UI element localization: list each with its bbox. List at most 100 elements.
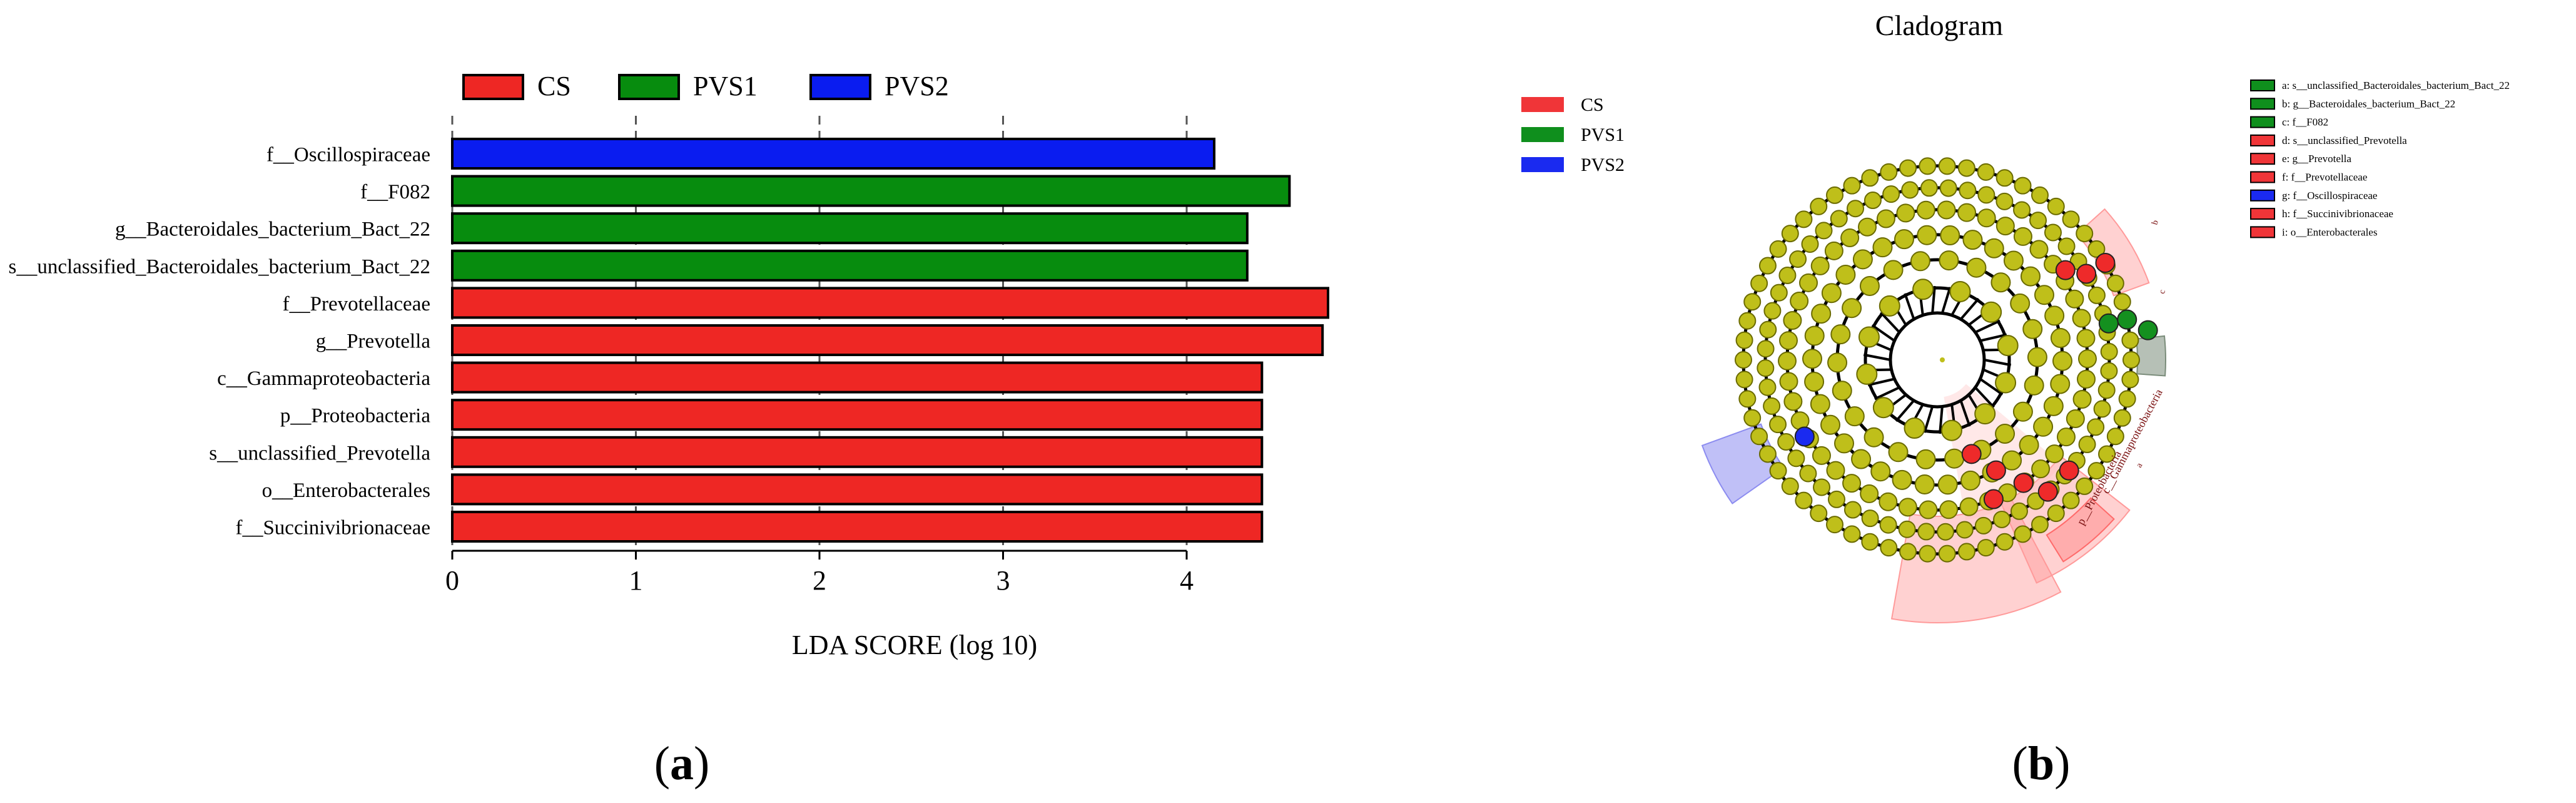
clade-label: b <box>2151 219 2161 226</box>
tree-node <box>2029 240 2049 259</box>
tree-node <box>1826 516 1844 534</box>
tree-node <box>2024 375 2044 396</box>
tree-node <box>2044 305 2065 326</box>
tree-node <box>1899 159 1917 177</box>
tree-node <box>1757 359 1775 377</box>
tree-node <box>1735 331 1753 349</box>
tree-node <box>2057 237 2076 255</box>
tree-node <box>2044 223 2062 242</box>
taxa-swatch <box>2250 208 2275 220</box>
tree-node <box>1912 279 1934 300</box>
tree-node <box>1861 509 1879 528</box>
tree-node <box>1883 260 1904 280</box>
tree-node <box>1738 312 1757 330</box>
enriched-node <box>2117 309 2137 330</box>
group-swatch-CS <box>1521 97 1564 112</box>
tree-node <box>1750 274 1768 292</box>
tree-branch <box>1974 319 2000 334</box>
tree-node <box>1880 539 1898 557</box>
tree-root <box>1940 357 1945 362</box>
tree-node <box>1872 237 1893 258</box>
tree-node <box>1856 363 1878 385</box>
x-tick-label: 3 <box>996 565 1010 596</box>
tree-node <box>1843 501 1862 519</box>
tree-node <box>1835 264 1856 285</box>
tree-node <box>1789 250 1807 268</box>
tree-branch <box>1874 386 1900 401</box>
tree-node <box>1735 371 1753 389</box>
tree-node <box>1763 302 1782 320</box>
tree-node <box>1957 543 1975 561</box>
category-label: o__Enterobacterales <box>262 479 430 502</box>
tree-node <box>1899 543 1917 561</box>
tree-node <box>1815 222 1833 240</box>
tree-node <box>1898 498 1917 517</box>
tree-node <box>1844 406 1865 427</box>
clade-label: c <box>2158 289 2168 295</box>
category-label: s__unclassified_Prevotella <box>209 442 430 464</box>
tree-node <box>1840 228 1860 247</box>
tree-node <box>1843 176 1861 195</box>
tree-node <box>1995 424 2016 444</box>
tree-node <box>2062 210 2080 228</box>
tree-node <box>1758 445 1777 463</box>
taxa-swatch <box>2250 153 2275 165</box>
tree-node <box>1790 292 1809 311</box>
tree-node <box>1778 331 1798 350</box>
tree-node <box>1827 352 1848 373</box>
group-swatch-PVS2 <box>1521 157 1564 172</box>
tree-node <box>1949 280 1971 302</box>
tree-node <box>1759 320 1777 339</box>
tree-node <box>1995 533 2014 551</box>
tree-node <box>2093 400 2111 418</box>
bar-f__Succinivibrionaceae <box>451 511 1264 543</box>
tree-node <box>1990 272 2011 293</box>
tree-ring <box>1889 311 1986 409</box>
tree-node <box>2113 409 2131 427</box>
tree-node <box>1842 474 1862 493</box>
tree-node <box>1804 371 1825 392</box>
tree-node <box>1826 186 1844 204</box>
tree-node <box>1801 235 1819 253</box>
taxa-swatch <box>2250 171 2275 183</box>
tree-node <box>1944 448 1965 469</box>
tree-node <box>1842 298 1862 319</box>
tree-node <box>1834 433 1855 454</box>
taxa-swatch <box>2250 79 2275 91</box>
legend-label-PVS1: PVS1 <box>693 71 758 101</box>
tree-node <box>1769 416 1787 434</box>
tree-branch <box>1923 406 1934 433</box>
category-label: f__F082 <box>360 181 430 203</box>
tree-node <box>2013 227 2032 246</box>
tree-node <box>2010 293 2031 314</box>
tree-node <box>1799 273 1818 292</box>
tree-node <box>1974 516 1992 534</box>
tree-node <box>2031 459 2051 479</box>
tree-node <box>2002 450 2022 471</box>
tree-node <box>2076 329 2096 348</box>
tree-node <box>1937 474 1958 495</box>
tree-node <box>1858 326 1880 348</box>
tree-node <box>1804 325 1825 346</box>
tree-node <box>2019 435 2039 456</box>
tree-node <box>1938 157 1956 175</box>
tree-node <box>2014 176 2032 195</box>
tree-node <box>1938 545 1956 563</box>
taxa-swatch <box>2250 226 2275 238</box>
taxa-label: d: s__unclassified_Prevotella <box>2282 135 2407 146</box>
tree-node <box>1852 249 1873 270</box>
tree-node <box>1876 209 1895 228</box>
category-label: f__Prevotellaceae <box>283 293 430 315</box>
tree-node <box>1995 217 2015 236</box>
category-label: f__Succinivibrionaceae <box>235 517 430 540</box>
enriched-node <box>1985 460 2006 481</box>
tree-node <box>2121 371 2139 389</box>
tree-node <box>1824 241 1843 260</box>
tree-node <box>1995 372 2017 394</box>
tree-node <box>1813 478 1831 496</box>
tree-node <box>2052 350 2072 371</box>
tree-node <box>1872 397 1894 419</box>
tree-node <box>2056 427 2076 447</box>
tree-node <box>2012 401 2033 422</box>
tree-node <box>2066 409 2085 428</box>
